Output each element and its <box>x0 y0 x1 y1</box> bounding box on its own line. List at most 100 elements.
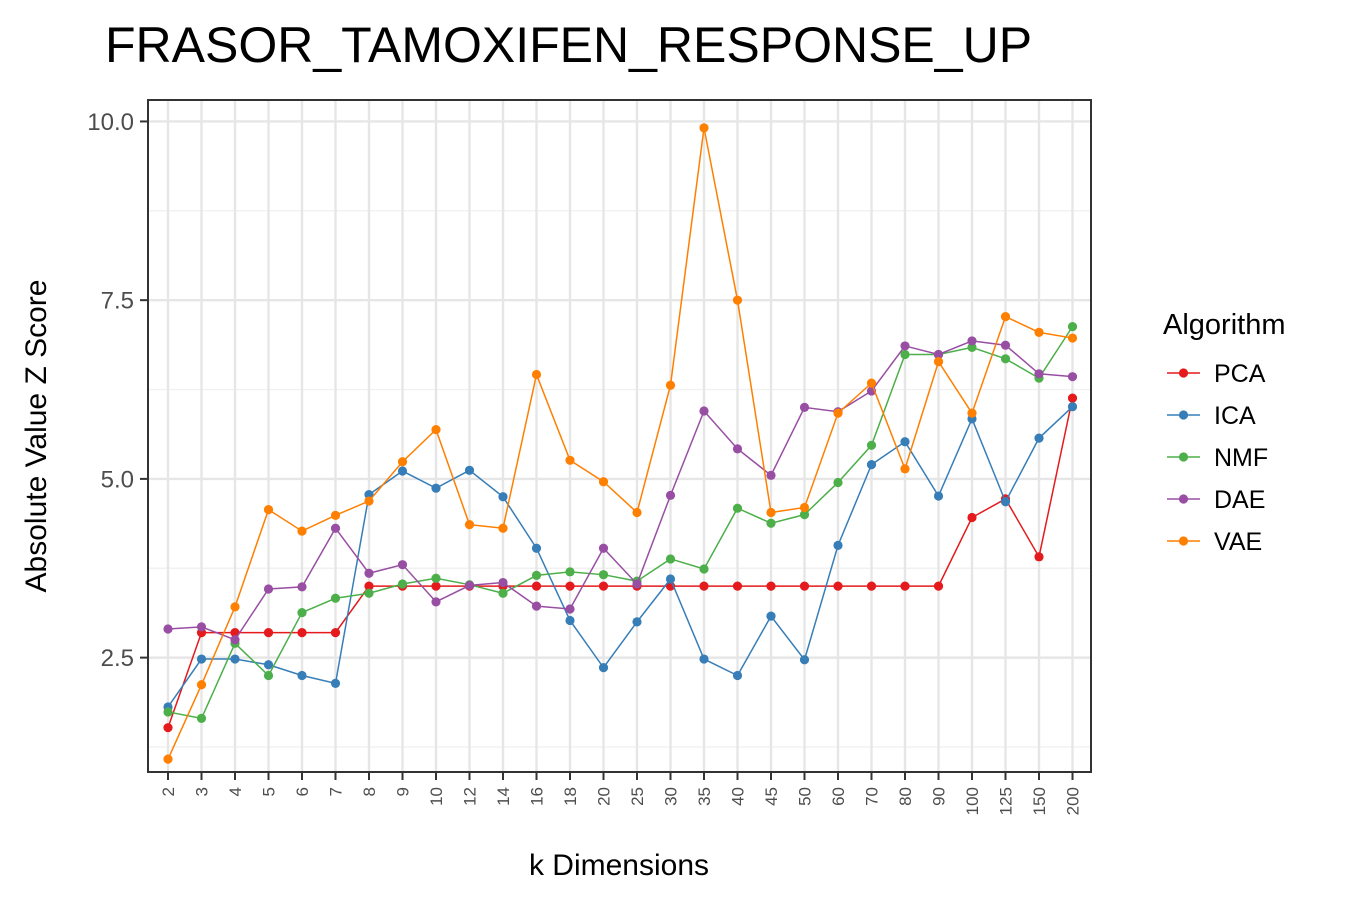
legend-label-dae: DAE <box>1214 486 1265 514</box>
x-tick-label: 90 <box>930 787 949 806</box>
series-line-pca <box>167 397 1074 728</box>
y-axis-title: Absolute Value Z Score <box>20 280 53 593</box>
x-tick-label: 8 <box>360 787 379 796</box>
data-point-nmf <box>1067 322 1078 332</box>
legend-label-ica: ICA <box>1214 402 1256 430</box>
data-point-vae <box>598 477 609 487</box>
data-point-nmf <box>732 503 743 513</box>
x-tick-label: 5 <box>260 787 279 796</box>
x-tick-label: 70 <box>863 787 882 806</box>
data-point-dae <box>699 406 709 416</box>
data-point-dae <box>464 580 475 591</box>
x-tick-label: 100 <box>963 787 982 815</box>
x-tick-label: 30 <box>662 787 681 806</box>
data-point-vae <box>665 380 676 390</box>
data-point-nmf <box>866 440 877 450</box>
data-point-vae <box>263 505 274 515</box>
data-point-pca <box>732 581 743 591</box>
x-tick-label: 3 <box>193 787 212 796</box>
data-point-dae <box>297 582 307 592</box>
data-point-vae <box>464 520 475 530</box>
data-point-vae <box>431 424 441 435</box>
data-point-dae <box>330 523 341 533</box>
data-point-nmf <box>330 593 341 603</box>
data-point-vae <box>397 457 408 467</box>
data-point-nmf <box>833 477 843 488</box>
data-point-dae <box>967 336 977 346</box>
x-tick-label: 4 <box>226 787 245 796</box>
data-point-nmf <box>799 510 810 520</box>
data-point-ica <box>364 490 374 500</box>
data-point-ica <box>531 543 542 553</box>
data-point-ica <box>833 540 843 550</box>
data-point-dae <box>1000 340 1011 350</box>
data-point-ica <box>297 670 307 681</box>
data-point-pca <box>431 581 441 591</box>
data-point-ica <box>431 483 441 493</box>
legend-key-point-ica <box>1178 410 1189 420</box>
data-point-vae <box>297 526 307 536</box>
data-point-dae <box>933 349 944 360</box>
x-tick-label: 14 <box>494 787 513 806</box>
data-point-ica <box>732 670 743 681</box>
data-point-ica <box>498 492 508 502</box>
data-point-pca <box>1034 552 1044 562</box>
data-point-dae <box>766 470 776 480</box>
data-point-nmf <box>397 579 408 589</box>
data-point-pca <box>866 581 877 591</box>
data-point-pca <box>1067 393 1078 403</box>
data-point-nmf <box>431 573 441 583</box>
data-point-dae <box>632 579 642 589</box>
x-tick-label: 2 <box>159 787 178 796</box>
data-point-ica <box>230 654 240 664</box>
data-point-nmf <box>665 554 676 564</box>
data-point-ica <box>397 466 408 476</box>
x-tick-label: 200 <box>1064 787 1083 815</box>
data-point-pca <box>297 627 307 638</box>
y-tick-label: 2.5 <box>101 645 134 672</box>
x-tick-label: 20 <box>595 787 614 806</box>
data-point-dae <box>1067 372 1078 382</box>
data-point-dae <box>263 584 274 594</box>
data-point-dae <box>665 490 676 500</box>
data-point-vae <box>230 602 240 612</box>
data-point-dae <box>498 577 508 588</box>
series-line-vae <box>167 127 1073 760</box>
legend-key-point-dae <box>1178 494 1189 504</box>
x-tick-label: 50 <box>796 787 815 806</box>
data-point-pca <box>833 581 843 591</box>
legend-title: Algorithm <box>1163 309 1286 341</box>
x-tick-label: 10 <box>427 787 446 806</box>
legend-label-nmf: NMF <box>1214 444 1268 472</box>
x-tick-label: 45 <box>762 787 781 806</box>
legend-key-point-pca <box>1178 368 1189 378</box>
data-point-pca <box>330 627 341 638</box>
x-tick-label: 7 <box>327 787 346 796</box>
data-point-pca <box>967 512 977 523</box>
data-point-vae <box>1067 333 1078 343</box>
data-point-ica <box>766 611 776 621</box>
data-point-vae <box>967 408 977 418</box>
data-point-ica <box>665 574 676 584</box>
data-point-ica <box>565 615 575 626</box>
data-point-dae <box>196 622 207 632</box>
data-point-dae <box>364 568 374 578</box>
data-point-dae <box>565 604 575 614</box>
data-point-vae <box>833 408 843 418</box>
data-point-nmf <box>699 564 709 574</box>
data-point-pca <box>598 581 609 591</box>
data-point-pca <box>900 581 910 591</box>
data-point-ica <box>799 655 810 665</box>
data-point-pca <box>933 581 944 591</box>
data-point-pca <box>565 581 575 591</box>
x-tick-label: 25 <box>628 787 647 806</box>
data-point-ica <box>1067 402 1078 412</box>
data-point-nmf <box>297 607 307 618</box>
data-point-nmf <box>531 570 542 581</box>
series-line-ica <box>167 406 1074 708</box>
data-point-pca <box>799 581 810 591</box>
legend-label-pca: PCA <box>1214 360 1266 388</box>
data-point-pca <box>263 627 274 638</box>
data-point-vae <box>330 510 341 520</box>
data-point-pca <box>699 581 709 591</box>
